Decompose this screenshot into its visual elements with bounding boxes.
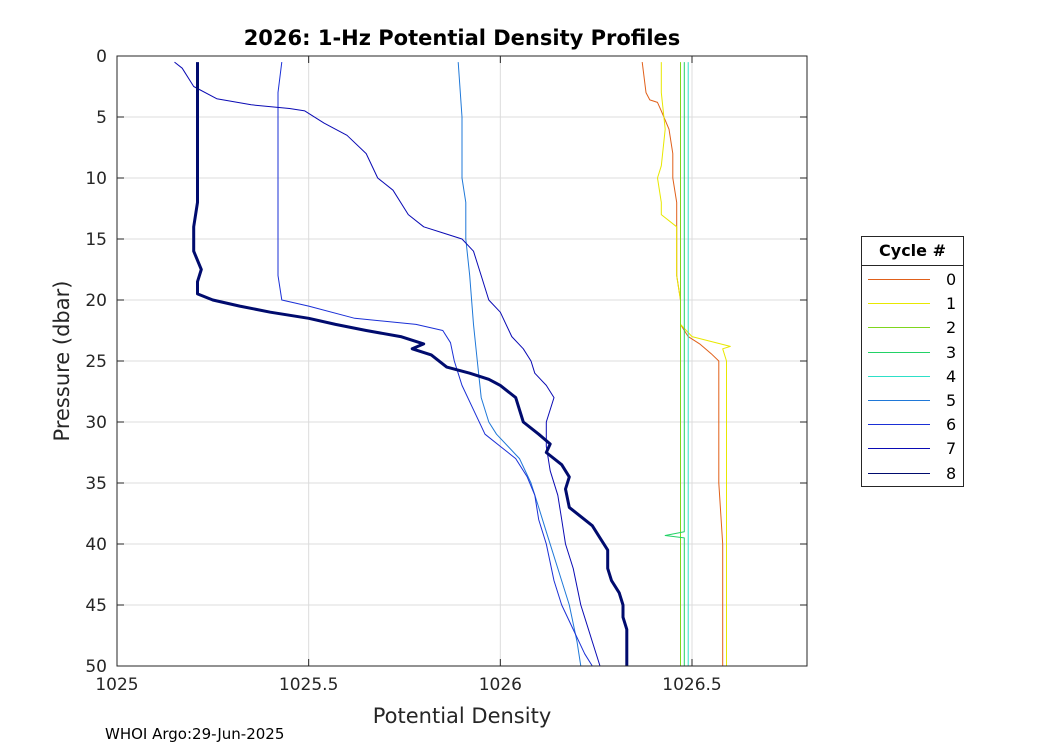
legend-item-3: 3 <box>862 341 963 365</box>
legend-label: 7 <box>946 439 957 459</box>
legend-label: 0 <box>946 270 957 289</box>
legend-item-4: 4 <box>862 365 963 389</box>
y-tick-label: 45 <box>85 596 107 616</box>
y-tick-label: 0 <box>96 47 107 67</box>
legend-swatch <box>868 400 930 401</box>
y-tick-label: 5 <box>96 108 107 128</box>
legend-swatch <box>868 351 930 353</box>
x-axis-label: Potential Density <box>372 704 552 728</box>
x-tick-label: 1025 <box>95 675 138 695</box>
legend-label: 4 <box>946 366 957 386</box>
legend-swatch <box>868 424 930 426</box>
legend-label: 5 <box>946 391 957 410</box>
y-tick-label: 25 <box>85 352 107 372</box>
y-tick-label: 50 <box>85 657 107 677</box>
legend-title: Cycle # <box>862 237 963 266</box>
legend-swatch <box>868 448 930 450</box>
legend-swatch <box>868 279 930 280</box>
series-line-8 <box>192 62 629 666</box>
legend-item-1: 1 <box>862 292 963 316</box>
y-axis-label: Pressure (dbar) <box>50 280 74 442</box>
legend-label: 6 <box>946 415 957 435</box>
series-line-7 <box>174 61 601 667</box>
x-tick-label: 1026 <box>479 675 522 695</box>
legend: Cycle # 0 1 2 3 4 5 6 7 8 <box>861 236 964 487</box>
chart-title: 2026: 1-Hz Potential Density Profiles <box>243 26 681 50</box>
legend-swatch <box>868 375 930 377</box>
legend-item-2: 2 <box>862 316 963 340</box>
series-line-3 <box>664 62 685 666</box>
y-tick-label: 35 <box>85 474 107 494</box>
legend-item-6: 6 <box>862 413 963 437</box>
footer-note: WHOI Argo:29-Jun-2025 <box>105 725 285 743</box>
axis-ticks: 1025 1025.5 1026 1026.5 0 5 10 15 20 25 30 35 40 45 50 <box>85 47 807 695</box>
series-line-6 <box>277 62 593 667</box>
x-tick-label: 1026.5 <box>662 675 721 695</box>
legend-swatch <box>868 327 930 329</box>
y-tick-label: 40 <box>85 535 107 555</box>
legend-item-0: 0 <box>862 268 963 292</box>
legend-swatch <box>868 303 930 305</box>
legend-label: 8 <box>946 463 957 483</box>
legend-item-8: 8 <box>862 462 963 486</box>
legend-label: 3 <box>946 342 957 362</box>
y-tick-label: 10 <box>85 169 107 189</box>
y-tick-label: 30 <box>85 413 107 433</box>
legend-label: 2 <box>946 318 957 338</box>
y-tick-label: 15 <box>85 230 107 250</box>
x-tick-label: 1025.5 <box>279 675 338 695</box>
legend-item-5: 5 <box>862 389 963 413</box>
legend-item-7: 7 <box>862 437 963 461</box>
legend-label: 1 <box>946 294 957 314</box>
legend-swatch <box>868 472 930 474</box>
series-line-5 <box>457 62 582 667</box>
series-group <box>174 61 731 667</box>
y-tick-label: 20 <box>85 291 107 311</box>
